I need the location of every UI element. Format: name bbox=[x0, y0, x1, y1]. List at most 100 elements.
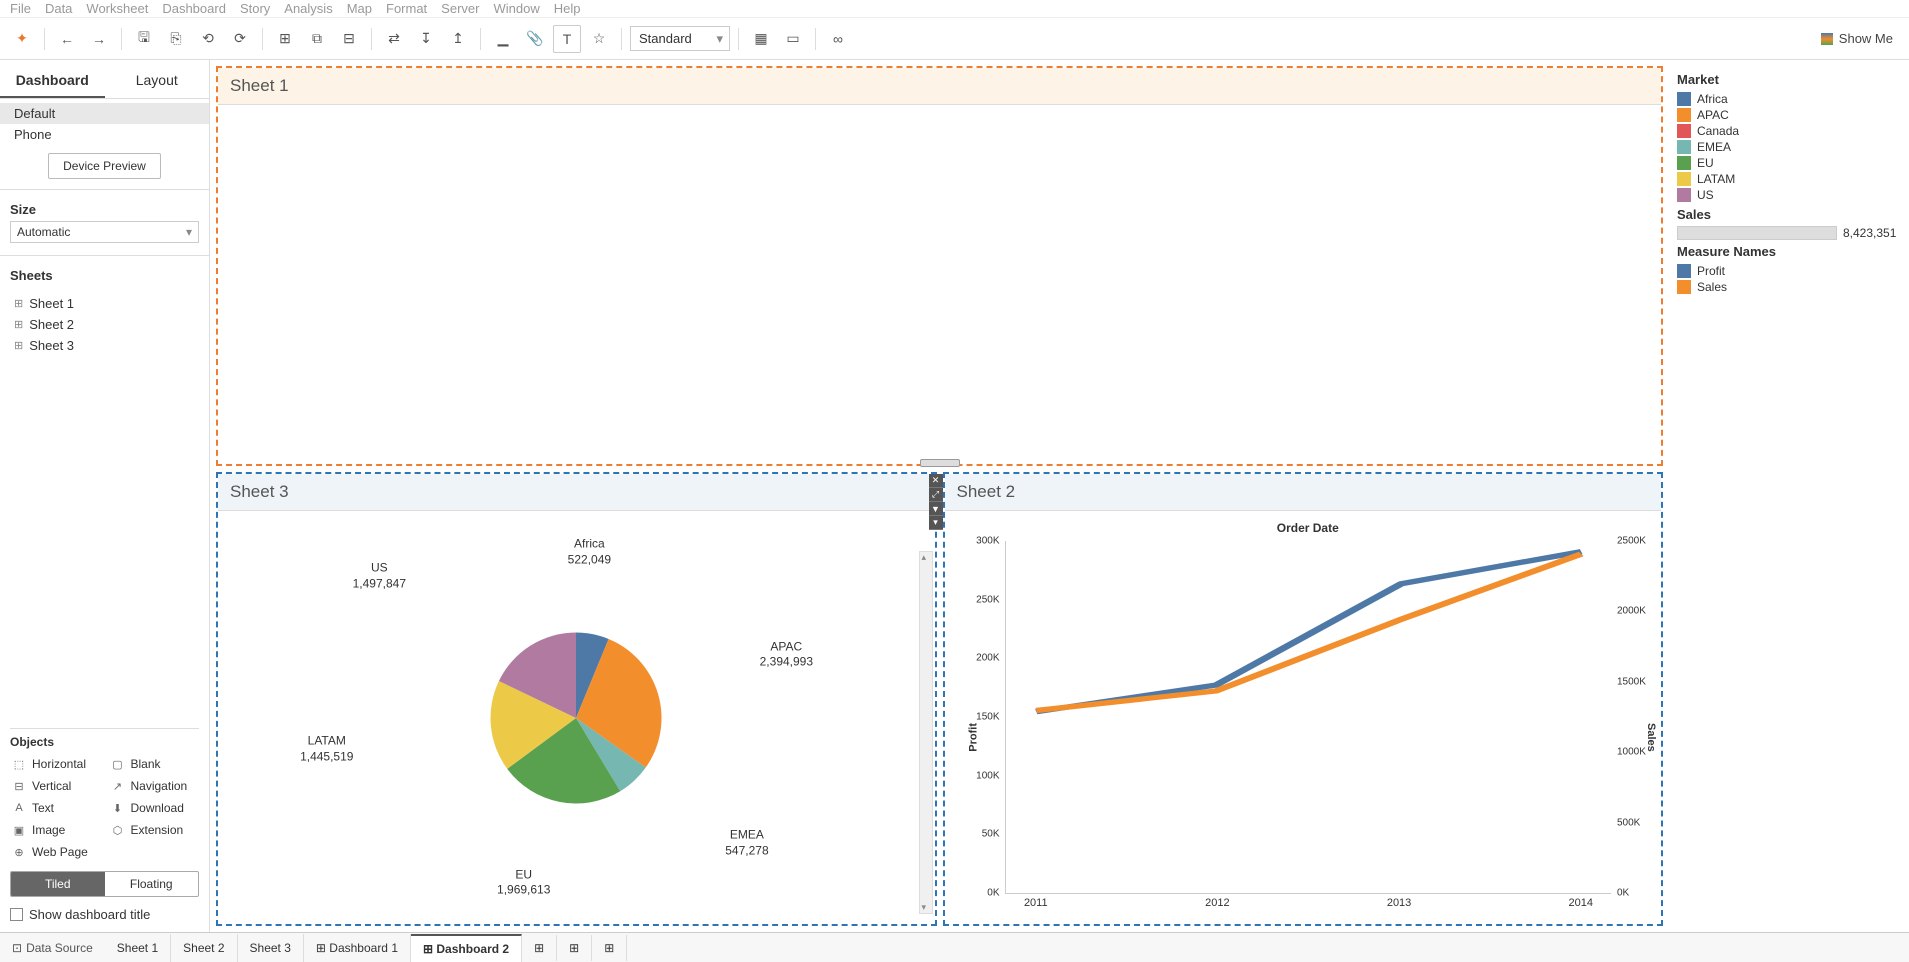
resize-handle[interactable] bbox=[920, 459, 960, 467]
profit-axis-label: Profit bbox=[968, 723, 980, 752]
tiled-toggle[interactable]: Tiled bbox=[11, 872, 105, 896]
highlight-icon[interactable]: ▁ bbox=[489, 25, 517, 53]
legend-item[interactable]: US bbox=[1677, 187, 1901, 203]
filter-icon: ▼ bbox=[929, 502, 943, 516]
tab-dashboard-2[interactable]: ⊞ Dashboard 2 bbox=[411, 934, 522, 962]
menu-file[interactable]: File bbox=[10, 1, 31, 16]
tab-dashboard[interactable]: Dashboard bbox=[0, 64, 105, 98]
object-vertical[interactable]: ⊟Vertical bbox=[10, 777, 101, 795]
sheet1-zone[interactable]: Sheet 1 Region AfricaCanadaCaribbeanCent… bbox=[216, 66, 1663, 466]
pie-label: EU1,969,613 bbox=[497, 867, 550, 898]
pie-label: EMEA547,278 bbox=[725, 828, 768, 859]
cards-icon[interactable]: ▦ bbox=[747, 25, 775, 53]
legend-pane: Market AfricaAPACCanadaEMEAEULATAMUS Sal… bbox=[1669, 60, 1909, 932]
sheet3-zone[interactable]: Sheet 3 Africa522,049APAC2,394,993EMEA54… bbox=[216, 472, 937, 926]
clear-icon[interactable]: ⊟ bbox=[335, 25, 363, 53]
object-download[interactable]: ⬇Download bbox=[109, 799, 200, 817]
data-source-tab[interactable]: ⊡Data Source bbox=[0, 935, 105, 961]
tab-sheet-1[interactable]: Sheet 1 bbox=[105, 934, 171, 962]
back-icon[interactable]: ← bbox=[53, 25, 81, 53]
new-worksheet-icon[interactable]: ⊞ bbox=[271, 25, 299, 53]
zone-controls[interactable]: ✕⤢▼▾ bbox=[929, 474, 943, 530]
menu-help[interactable]: Help bbox=[554, 1, 581, 16]
profit-line[interactable] bbox=[1036, 552, 1581, 712]
sheets-heading: Sheets bbox=[10, 268, 199, 283]
objects-heading: Objects bbox=[10, 735, 199, 749]
menu-bar: File Data Worksheet Dashboard Story Analysis M… bbox=[0, 0, 1909, 18]
sheet1-title: Sheet 1 bbox=[218, 68, 1661, 105]
pin-icon[interactable]: ☆ bbox=[585, 25, 613, 53]
bottom-tabs: ⊡Data Source Sheet 1Sheet 2Sheet 3⊞ Dash… bbox=[0, 932, 1909, 962]
sheet3-title: Sheet 3 bbox=[218, 474, 935, 511]
size-heading: Size bbox=[10, 202, 199, 217]
legend-item[interactable]: Sales bbox=[1677, 279, 1901, 295]
object-horizontal[interactable]: ⬚Horizontal bbox=[10, 755, 101, 773]
new-data-icon[interactable]: ⎘ bbox=[162, 25, 190, 53]
menu-server[interactable]: Server bbox=[441, 1, 479, 16]
order-date-title: Order Date bbox=[1005, 521, 1612, 535]
legend-item[interactable]: Profit bbox=[1677, 263, 1901, 279]
show-title-checkbox[interactable] bbox=[10, 908, 23, 921]
legend-item[interactable]: EU bbox=[1677, 155, 1901, 171]
floating-toggle[interactable]: Floating bbox=[105, 872, 199, 896]
swap-icon[interactable]: ⇄ bbox=[380, 25, 408, 53]
menu-worksheet[interactable]: Worksheet bbox=[86, 1, 148, 16]
object-text[interactable]: AText bbox=[10, 799, 101, 817]
dashboard-canvas: Sheet 1 Region AfricaCanadaCaribbeanCent… bbox=[210, 60, 1669, 932]
measures-legend-title: Measure Names bbox=[1677, 244, 1901, 259]
menu-dashboard[interactable]: Dashboard bbox=[162, 1, 226, 16]
object-blank[interactable]: ▢Blank bbox=[109, 755, 200, 773]
sheet-link[interactable]: Sheet 3 bbox=[0, 335, 209, 356]
sort-desc-icon[interactable]: ↥ bbox=[444, 25, 472, 53]
logo-icon[interactable]: ✦ bbox=[8, 25, 36, 53]
duplicate-icon[interactable]: ⧉ bbox=[303, 25, 331, 53]
new-sheet-icon[interactable]: ⊞ bbox=[522, 935, 557, 961]
auto-update-icon[interactable]: ⟲ bbox=[194, 25, 222, 53]
presentation-icon[interactable]: ▭ bbox=[779, 25, 807, 53]
object-extension[interactable]: ⬡Extension bbox=[109, 821, 200, 839]
sheet2-zone[interactable]: ✕⤢▼▾ Sheet 2 Order Date Profit Sales 0K5… bbox=[943, 472, 1664, 926]
size-select[interactable]: Automatic bbox=[10, 221, 199, 243]
menu-window[interactable]: Window bbox=[493, 1, 539, 16]
legend-item[interactable]: LATAM bbox=[1677, 171, 1901, 187]
new-story-icon[interactable]: ⊞ bbox=[592, 935, 627, 961]
menu-map[interactable]: Map bbox=[347, 1, 372, 16]
more-icon: ▾ bbox=[929, 516, 943, 530]
device-default[interactable]: Default bbox=[0, 103, 209, 124]
fit-select[interactable]: Standard bbox=[630, 26, 730, 51]
object-navigation[interactable]: ↗Navigation bbox=[109, 777, 200, 795]
scrollbar[interactable] bbox=[919, 551, 933, 914]
tab-sheet-2[interactable]: Sheet 2 bbox=[171, 934, 237, 962]
sort-asc-icon[interactable]: ↧ bbox=[412, 25, 440, 53]
device-phone[interactable]: Phone bbox=[0, 124, 209, 145]
sidebar: Dashboard Layout Default Phone Device Pr… bbox=[0, 60, 210, 932]
new-dashboard-icon[interactable]: ⊞ bbox=[557, 935, 592, 961]
save-icon[interactable]: 🖫 bbox=[130, 25, 158, 53]
tab-dashboard-1[interactable]: ⊞ Dashboard 1 bbox=[304, 934, 411, 962]
tab-sheet-3[interactable]: Sheet 3 bbox=[238, 934, 304, 962]
share-icon[interactable]: ∞ bbox=[824, 25, 852, 53]
line-chart: Order Date Profit Sales 0K50K100K150K200… bbox=[945, 511, 1662, 924]
refresh-icon[interactable]: ⟳ bbox=[226, 25, 254, 53]
sales-legend-title: Sales bbox=[1677, 207, 1901, 222]
sheet-link[interactable]: Sheet 2 bbox=[0, 314, 209, 335]
legend-item[interactable]: Africa bbox=[1677, 91, 1901, 107]
menu-format[interactable]: Format bbox=[386, 1, 427, 16]
object-web-page[interactable]: ⊕Web Page bbox=[10, 843, 101, 861]
legend-item[interactable]: APAC bbox=[1677, 107, 1901, 123]
forward-icon[interactable]: → bbox=[85, 25, 113, 53]
pie-label: LATAM1,445,519 bbox=[300, 733, 353, 764]
label-icon[interactable]: T bbox=[553, 25, 581, 53]
expand-icon: ⤢ bbox=[929, 488, 943, 502]
legend-item[interactable]: EMEA bbox=[1677, 139, 1901, 155]
attach-icon[interactable]: 📎 bbox=[521, 25, 549, 53]
menu-data[interactable]: Data bbox=[45, 1, 72, 16]
show-me-button[interactable]: Show Me bbox=[1813, 27, 1901, 50]
sheet-link[interactable]: Sheet 1 bbox=[0, 293, 209, 314]
menu-story[interactable]: Story bbox=[240, 1, 270, 16]
device-preview-button[interactable]: Device Preview bbox=[48, 153, 161, 179]
menu-analysis[interactable]: Analysis bbox=[284, 1, 332, 16]
legend-item[interactable]: Canada bbox=[1677, 123, 1901, 139]
object-image[interactable]: ▣Image bbox=[10, 821, 101, 839]
tab-layout[interactable]: Layout bbox=[105, 64, 210, 98]
